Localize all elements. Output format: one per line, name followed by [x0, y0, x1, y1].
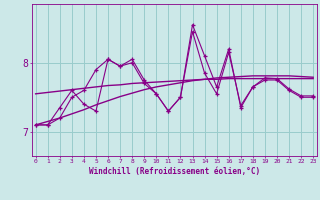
X-axis label: Windchill (Refroidissement éolien,°C): Windchill (Refroidissement éolien,°C): [89, 167, 260, 176]
